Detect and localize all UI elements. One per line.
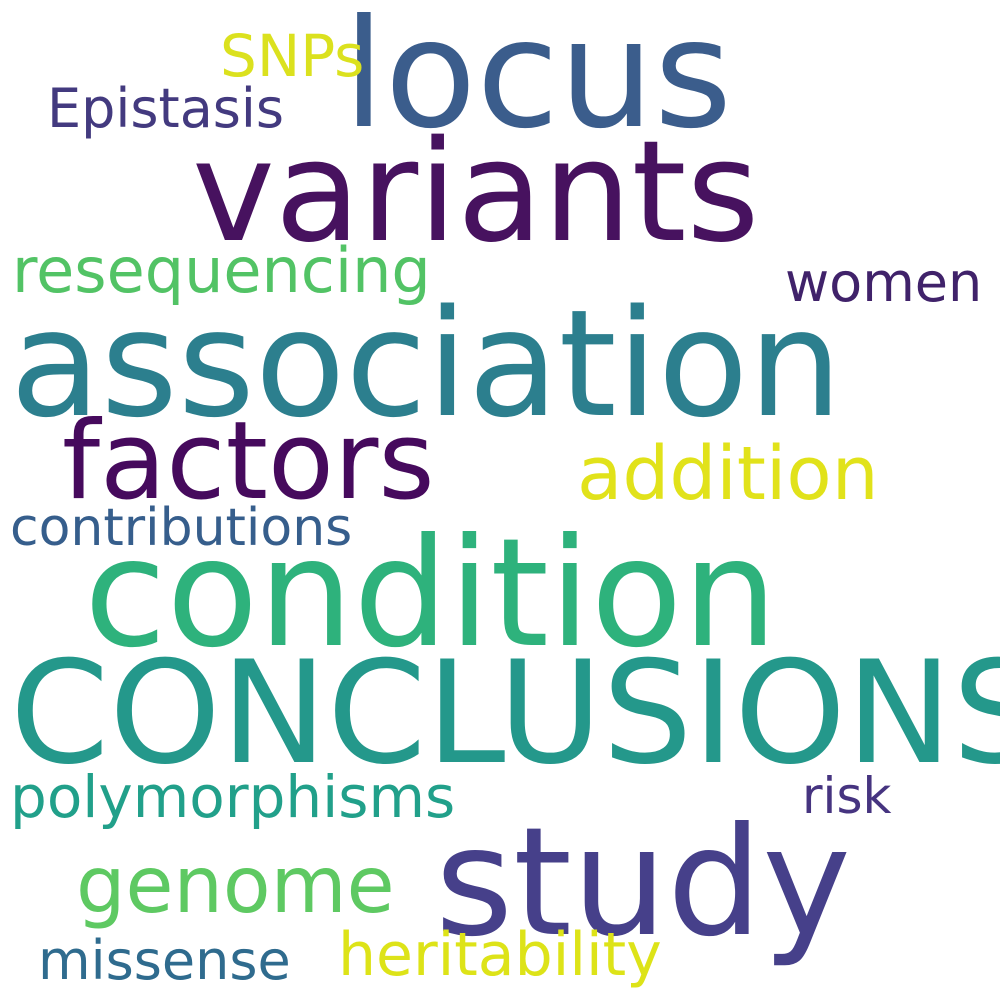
- word-epistasis: Epistasis: [47, 77, 285, 140]
- word-missense: missense: [38, 929, 291, 992]
- word-addition: addition: [577, 431, 879, 517]
- word-study: study: [435, 796, 852, 970]
- word-genome: genome: [76, 841, 395, 931]
- word-risk: risk: [802, 767, 892, 825]
- word-locus: locus: [343, 0, 733, 162]
- word-polymorphisms: polymorphisms: [10, 763, 456, 831]
- word-resequencing: resequencing: [12, 234, 431, 307]
- word-heritability: heritability: [338, 920, 662, 990]
- word-conclusions: CONCLUSIONS: [10, 631, 1000, 796]
- word-women: women: [785, 251, 983, 314]
- word-variants: variants: [192, 111, 760, 274]
- word-snps: SNPs: [220, 22, 365, 90]
- word-condition: condition: [84, 507, 778, 681]
- word-contributions: contributions: [10, 498, 353, 558]
- word-association: association: [10, 278, 843, 450]
- word-factors: factors: [62, 399, 435, 524]
